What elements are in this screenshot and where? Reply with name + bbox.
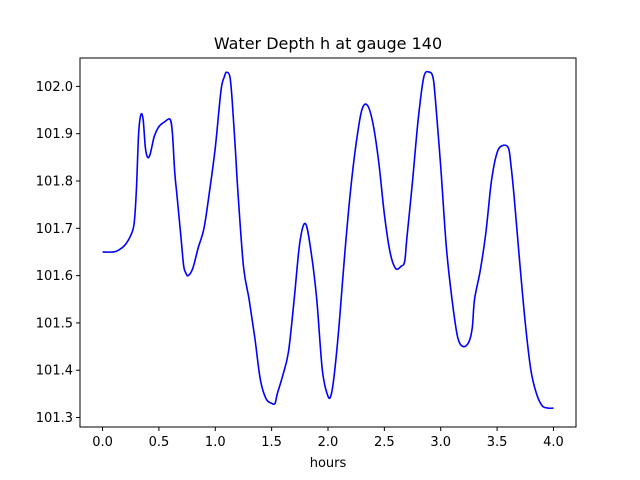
y-tick-label: 101.5 [36,316,73,331]
y-tick-label: 101.3 [36,411,73,426]
plot-frame [79,57,577,428]
y-tick-label: 102.0 [36,80,73,95]
y-tick-label: 101.9 [36,127,73,142]
chart-title: Water Depth h at gauge 140 [214,34,442,53]
y-tick-label: 101.8 [36,175,73,190]
y-tick-label: 101.6 [36,269,73,284]
x-tick-label: 1.0 [205,435,226,450]
x-tick-label: 3.5 [487,435,508,450]
y-axis: 101.3 101.4 101.5 101.6 101.7 101.8 101.9 102.0 [36,80,80,426]
x-tick-label: 1.5 [261,435,282,450]
x-tick-label: 0.5 [149,435,170,450]
x-tick-label: 3.0 [430,435,451,450]
x-tick-label: 0.0 [92,435,113,450]
x-tick-label: 2.5 [374,435,395,450]
x-axis: 0.0 0.5 1.0 1.5 2.0 2.5 3.0 3.5 4.0 [92,427,564,450]
y-tick-label: 101.4 [36,364,73,379]
x-tick-label: 2.0 [318,435,339,450]
y-tick-label: 101.7 [36,222,73,237]
plot-area [102,70,554,410]
x-axis-label: hours [310,456,347,471]
series-line-0 [102,70,554,410]
x-tick-label: 4.0 [543,435,564,450]
